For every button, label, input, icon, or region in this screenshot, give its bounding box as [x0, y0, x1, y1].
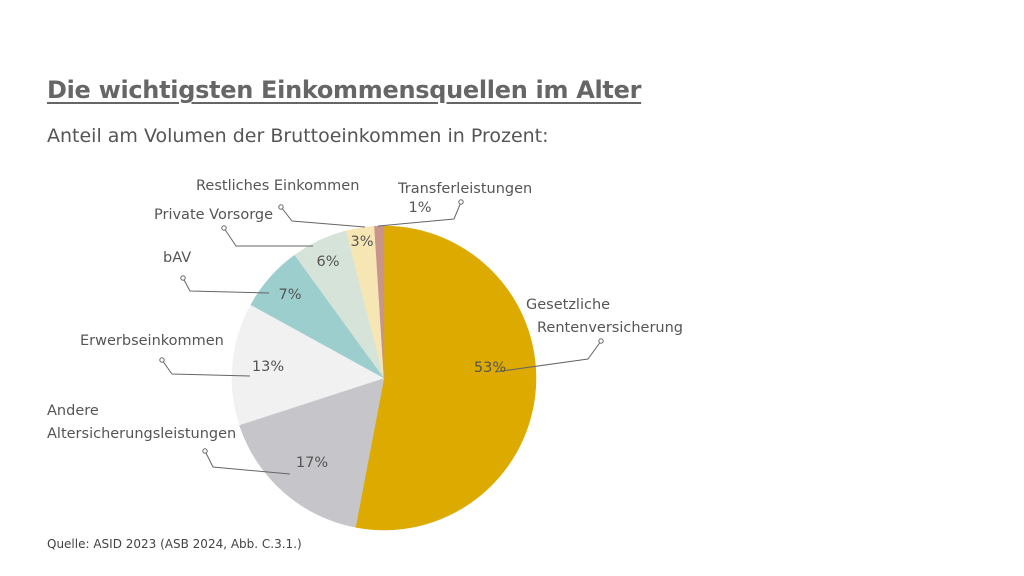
category-label-gesetzliche-rentenversicherung: Gesetzliche Rentenversicherung [526, 297, 683, 336]
value-label-restliches-einkommen: 3% [350, 234, 373, 250]
leader-dot-private-vorsorge [221, 225, 227, 231]
leader-dot-erwerbseinkommen [159, 357, 165, 363]
source-note: Quelle: ASID 2023 (ASB 2024, Abb. C.3.1.… [47, 537, 302, 551]
leader-dot-transferleistungen [458, 199, 464, 205]
leader-dot-gesetzliche-rentenversicherung [598, 338, 604, 344]
slice-gesetzliche-rentenversicherung [355, 225, 537, 531]
leader-line-restliches-einkommen [280, 206, 366, 228]
leader-line-andere-altersicherungsleistungen [204, 450, 291, 475]
value-label-private-vorsorge: 6% [316, 254, 339, 270]
category-label-restliches-einkommen: Restliches Einkommen [196, 178, 359, 194]
slice-erwerbseinkommen [231, 304, 385, 426]
value-label-erwerbseinkommen: 13% [252, 359, 284, 375]
category-label-andere-altersicherungsleistungen: Andere Altersicherungsleistungen [47, 403, 236, 442]
leader-dot-bav [180, 275, 186, 281]
value-label-andere-altersicherungsleistungen: 17% [296, 455, 328, 471]
leader-line-gesetzliche-rentenversicherung [494, 340, 602, 373]
chart-subtitle: Anteil am Volumen der Bruttoeinkommen in… [47, 125, 549, 147]
leader-dot-restliches-einkommen [278, 204, 284, 210]
leader-line-private-vorsorge [223, 227, 313, 247]
value-label-gesetzliche-rentenversicherung: 53% [474, 360, 506, 376]
value-label-transferleistungen: 1% [408, 200, 431, 216]
leader-dot-andere-altersicherungsleistungen [202, 448, 208, 454]
category-label-erwerbseinkommen: Erwerbseinkommen [80, 333, 224, 349]
leader-line-erwerbseinkommen [161, 359, 251, 377]
leader-line-transferleistungen [377, 201, 462, 227]
category-label-bav: bAV [163, 250, 191, 266]
leader-line-bav [182, 277, 270, 294]
slice-andere-altersicherungsleistungen [239, 377, 385, 528]
page-title: Die wichtigsten Einkommensquellen im Alt… [47, 76, 642, 104]
category-label-transferleistungen: Transferleistungen [397, 181, 532, 197]
value-label-bav: 7% [278, 287, 301, 303]
category-label-private-vorsorge: Private Vorsorge [154, 207, 273, 223]
